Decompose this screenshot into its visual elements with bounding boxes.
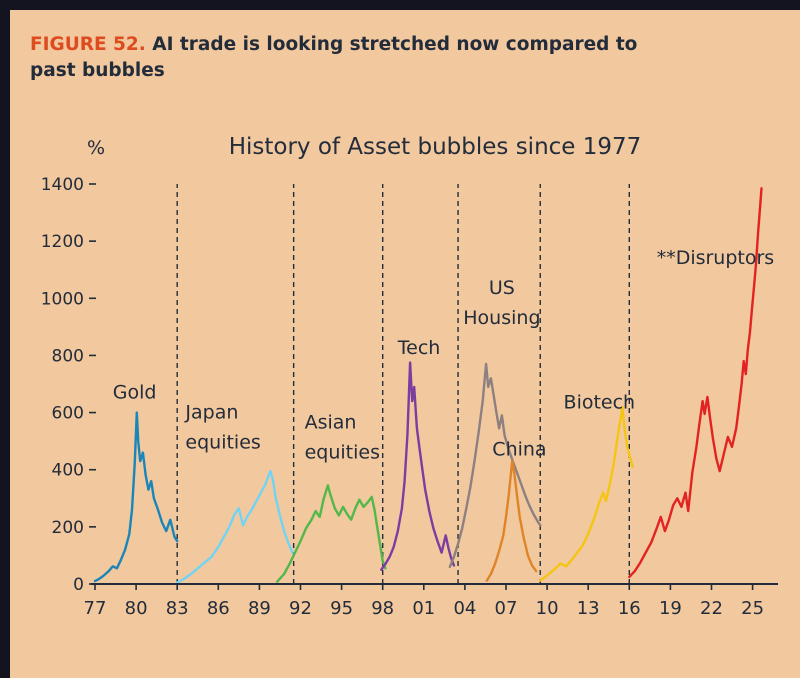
y-tick-label: 800 [52,346,84,366]
series-label-japan-equities: Japan [184,401,238,423]
series-label-us-housing: US [489,277,515,299]
x-tick-label: 80 [125,598,148,619]
series-label-asian-equities: Asian [305,411,357,433]
x-tick-label: 16 [618,598,641,619]
x-tick-label: 25 [741,598,764,619]
series-label-gold: Gold [113,381,157,403]
series-line-asian-equities [276,483,387,583]
x-tick-label: 04 [453,598,476,619]
y-tick-label: 0 [73,575,84,595]
series-label-china: China [492,438,546,460]
figure-number-label: FIGURE 52. [30,34,146,55]
x-tick-label: 22 [700,598,723,619]
y-tick-label: 1400 [41,175,84,195]
series-label-us-housing: Housing [463,307,540,329]
x-tick-label: 92 [289,598,312,619]
x-tick-label: 13 [577,598,600,619]
y-axis-unit-label: % [87,137,105,159]
figure-title-text: AI trade is looking stretched now compar… [30,34,638,82]
x-tick-label: 83 [166,598,189,619]
x-tick-label: 98 [371,598,394,619]
series-label-tech: Tech [397,337,441,359]
chart-title: History of Asset bubbles since 1977 [229,134,642,160]
figure-caption: FIGURE 52. AI trade is looking stretched… [30,32,680,85]
series-line-disruptors [628,186,763,578]
y-tick-label: 1000 [41,289,84,309]
x-tick-label: 19 [659,598,682,619]
x-tick-label: 77 [84,598,107,619]
y-tick-label: 1200 [41,232,84,252]
x-tick-label: 01 [412,598,435,619]
y-tick-label: 200 [52,517,84,537]
y-tick-label: 600 [52,403,84,423]
series-line-china [485,459,538,582]
series-label-biotech: Biotech [564,391,636,413]
series-line-tech [380,360,456,571]
series-line-gold [93,410,179,582]
series-label-japan-equities: equities [185,431,260,453]
series-label-asian-equities: equities [305,441,380,463]
x-tick-label: 10 [536,598,559,619]
asset-bubbles-chart: 77 80 83 86 89 92 95 98 01 04 07 10 13 16 19 22 25 0 200 40… [41,134,778,619]
report-panel: FIGURE 52. AI trade is looking stretched… [10,10,800,678]
x-tick-label: 07 [495,598,518,619]
x-tick-label: 95 [330,598,353,619]
series-line-biotech [539,405,634,582]
x-tick-label: 86 [207,598,230,619]
series-line-us-housing [448,362,542,568]
series-line-japan-equities [175,469,294,584]
y-tick-label: 400 [52,460,84,480]
x-tick-label: 89 [248,598,271,619]
series-label-disruptors: **Disruptors [657,247,775,269]
